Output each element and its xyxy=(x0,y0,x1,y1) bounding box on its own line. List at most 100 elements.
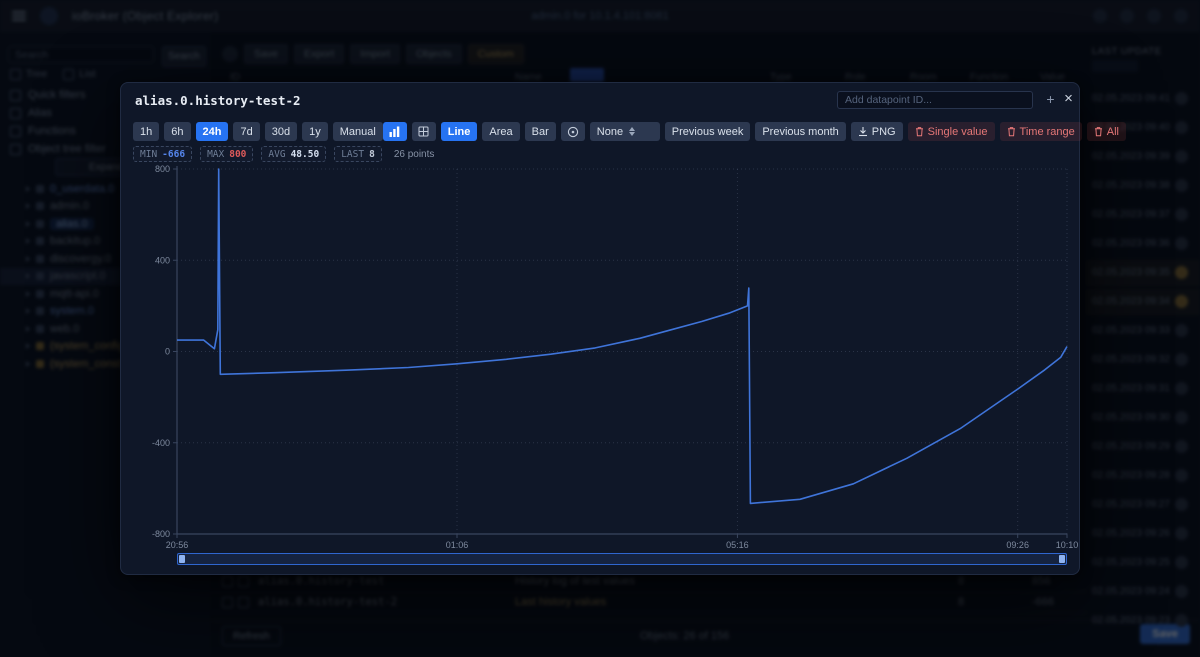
toolbar-button-save[interactable]: Save xyxy=(244,44,288,64)
state-badge-icon[interactable] xyxy=(1175,266,1188,279)
expand-caret-icon[interactable] xyxy=(26,308,30,315)
state-badge-icon[interactable] xyxy=(1175,121,1188,134)
expand-caret-icon[interactable] xyxy=(26,255,30,262)
tree-item[interactable]: system.0 xyxy=(0,303,210,321)
column-header-id[interactable]: ID xyxy=(230,72,240,83)
sidebar-item-object-tree-filter[interactable]: Object tree filter xyxy=(10,140,202,158)
tree-item[interactable]: backitup.0 xyxy=(0,233,210,251)
refresh-button[interactable]: Refresh xyxy=(222,626,281,646)
chart-type-line[interactable]: Line xyxy=(440,122,478,141)
range-1h[interactable]: 1h xyxy=(133,122,160,141)
expand-caret-icon[interactable] xyxy=(26,273,30,280)
tree-item[interactable]: mqtt-api.0 xyxy=(0,285,210,303)
slider-handle-left[interactable] xyxy=(179,555,185,563)
state-badge-icon[interactable] xyxy=(1175,324,1188,337)
state-badge-icon[interactable] xyxy=(1175,556,1188,569)
search-input[interactable] xyxy=(8,46,154,63)
tree-item[interactable]: admin.0 xyxy=(0,198,210,216)
delete-single-value-button[interactable]: Single value xyxy=(907,122,995,141)
expand-caret-icon[interactable] xyxy=(26,290,30,297)
range-Manual[interactable]: Manual xyxy=(332,122,383,141)
refresh-icon[interactable] xyxy=(222,46,238,62)
sidebar-item-alias[interactable]: Alias xyxy=(10,104,202,122)
range-30d[interactable]: 30d xyxy=(264,122,298,141)
expand-caret-icon[interactable] xyxy=(26,343,30,350)
notifications-icon[interactable] xyxy=(1093,9,1107,23)
user-avatar[interactable] xyxy=(1174,9,1188,23)
column-header-value[interactable]: Value xyxy=(1040,72,1065,83)
state-badge-icon[interactable] xyxy=(1175,469,1188,482)
column-header-room[interactable]: Room xyxy=(910,72,937,83)
add-datapoint-input[interactable] xyxy=(837,91,1033,109)
chart-range-slider[interactable] xyxy=(177,553,1067,565)
column-header-name[interactable]: Name xyxy=(515,72,542,83)
chart-type-bar[interactable]: Bar xyxy=(524,122,556,141)
view-toggle-list[interactable]: List xyxy=(63,68,96,80)
sidebar-item-functions[interactable]: Functions xyxy=(10,122,202,140)
tree-item[interactable]: web.0 xyxy=(0,320,210,338)
column-header-type[interactable]: Type xyxy=(770,72,792,83)
state-badge-icon[interactable] xyxy=(1175,237,1188,250)
aggregate-select[interactable]: None xyxy=(589,122,660,141)
sidebar-item-quick-filters[interactable]: Quick filters xyxy=(10,86,202,104)
state-badge-icon[interactable] xyxy=(1175,614,1188,627)
save-button[interactable]: Save xyxy=(1140,624,1190,644)
table-row[interactable]: alias.0.history-test-2 Last history value… xyxy=(210,592,1086,613)
delete-all-button[interactable]: All xyxy=(1086,122,1127,141)
state-badge-icon[interactable] xyxy=(1175,92,1188,105)
state-badge-icon[interactable] xyxy=(1175,295,1188,308)
row-edit-icon[interactable] xyxy=(238,576,249,587)
slider-handle-right[interactable] xyxy=(1059,555,1065,563)
tree-item[interactable]: alias.0 xyxy=(0,215,210,233)
expand-caret-icon[interactable] xyxy=(26,238,30,245)
state-badge-icon[interactable] xyxy=(1175,585,1188,598)
column-filter-pill[interactable] xyxy=(1092,60,1138,72)
chart-panel-icon[interactable] xyxy=(382,122,407,141)
filter-badge[interactable] xyxy=(570,68,604,82)
add-datapoint-button[interactable]: + xyxy=(1046,91,1055,107)
range-24h[interactable]: 24h xyxy=(195,122,229,141)
row-edit-icon[interactable] xyxy=(238,597,249,608)
row-copy-icon[interactable] xyxy=(222,597,233,608)
range-6h[interactable]: 6h xyxy=(164,122,191,141)
expand-caret-icon[interactable] xyxy=(26,360,30,367)
column-header-role[interactable]: Role xyxy=(845,72,866,83)
table-row[interactable]: alias.0.history-test History log of test … xyxy=(210,571,1086,592)
theme-icon[interactable] xyxy=(1147,9,1161,23)
toolbar-button-objects[interactable]: Objects xyxy=(406,44,462,64)
table-view-icon[interactable] xyxy=(411,122,436,141)
tree-item[interactable]: 0_userdata.0 xyxy=(0,180,210,198)
state-badge-icon[interactable] xyxy=(1175,440,1188,453)
range-1y[interactable]: 1y xyxy=(302,122,328,141)
close-icon[interactable]: × xyxy=(1064,89,1073,107)
tree-item[interactable]: discovergy.0 xyxy=(0,250,210,268)
previous-month-button[interactable]: Previous month xyxy=(755,122,846,141)
state-badge-icon[interactable] xyxy=(1175,527,1188,540)
marker-toggle-icon[interactable] xyxy=(560,122,585,141)
state-badge-icon[interactable] xyxy=(1175,382,1188,395)
delete-time-range-button[interactable]: Time range xyxy=(999,122,1082,141)
state-badge-icon[interactable] xyxy=(1175,353,1188,366)
expand-caret-icon[interactable] xyxy=(26,325,30,332)
export-png-button[interactable]: PNG xyxy=(850,122,903,141)
state-badge-icon[interactable] xyxy=(1175,498,1188,511)
menu-icon[interactable] xyxy=(12,9,26,23)
previous-week-button[interactable]: Previous week xyxy=(664,122,751,141)
tree-item[interactable]: (system_config) xyxy=(0,338,210,356)
state-badge-icon[interactable] xyxy=(1175,179,1188,192)
toolbar-button-export[interactable]: Export xyxy=(293,44,345,64)
expand-caret-icon[interactable] xyxy=(26,220,30,227)
row-copy-icon[interactable] xyxy=(222,576,233,587)
state-badge-icon[interactable] xyxy=(1175,411,1188,424)
chart-type-area[interactable]: Area xyxy=(482,122,520,141)
expand-caret-icon[interactable] xyxy=(26,203,30,210)
view-toggle-tree[interactable]: Tree xyxy=(10,68,47,80)
range-7d[interactable]: 7d xyxy=(233,122,260,141)
tree-item[interactable]: (system_const) xyxy=(0,355,210,373)
toolbar-button-custom[interactable]: Custom xyxy=(467,44,524,64)
search-button[interactable]: Search xyxy=(162,46,206,67)
column-header-function[interactable]: Function xyxy=(970,72,1009,83)
toolbar-button-import[interactable]: Import xyxy=(350,44,401,64)
expand-caret-icon[interactable] xyxy=(26,185,30,192)
language-icon[interactable] xyxy=(1120,9,1134,23)
